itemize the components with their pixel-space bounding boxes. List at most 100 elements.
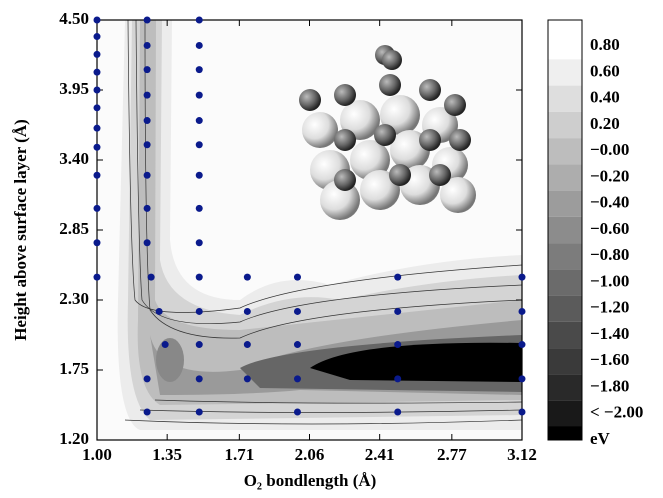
colorbar-label: −1.40 (590, 324, 629, 343)
sample-point (195, 171, 203, 179)
sample-point (93, 16, 101, 24)
colorbar-band (548, 111, 582, 139)
y-tick-label: 2.30 (59, 289, 89, 308)
sample-point (143, 41, 151, 49)
colorbar-band (548, 321, 582, 349)
sample-point (518, 307, 526, 315)
x-tick-label: 1.35 (152, 445, 182, 464)
sample-point (518, 408, 526, 416)
sample-point (195, 239, 203, 247)
colorbar-top (548, 20, 582, 34)
colorbar-band (548, 295, 582, 322)
sample-point (93, 273, 101, 281)
colorbar-label: −0.60 (590, 219, 629, 238)
sample-point (394, 307, 402, 315)
colorbar-label: −1.80 (590, 376, 629, 395)
sample-point (195, 375, 203, 383)
colorbar-title: eV (590, 429, 611, 448)
colorbar-band (548, 374, 582, 401)
sample-point (143, 408, 151, 416)
colorbar-label: −1.60 (590, 350, 629, 369)
y-axis-title: Height above surface layer (Å) (11, 119, 30, 341)
x-axis-title: O₂ bondlength (Å) (244, 471, 377, 490)
colorbar-label: < −2.00 (590, 403, 643, 422)
sample-point (143, 91, 151, 99)
sample-point (143, 171, 151, 179)
colorbar-band (548, 190, 582, 217)
colorbar-label: −0.40 (590, 193, 629, 212)
colorbar-label: 0.40 (590, 88, 620, 107)
colorbar-label: 0.20 (590, 114, 620, 133)
sample-point (243, 341, 251, 349)
sample-point (155, 307, 163, 315)
x-tick-label: 1.71 (224, 445, 254, 464)
colorbar-band (548, 348, 582, 375)
sample-point (195, 141, 203, 149)
colorbar-band (548, 33, 582, 60)
sample-point (293, 341, 301, 349)
colorbar-frame (547, 19, 583, 441)
colorbar-label: −1.00 (590, 271, 629, 290)
colorbar-band (548, 164, 582, 191)
sample-point (143, 117, 151, 125)
colorbar-band (548, 59, 582, 86)
molecule-illustration (299, 45, 476, 220)
colorbar-band (548, 243, 582, 270)
sample-point (93, 33, 101, 41)
sample-point (93, 50, 101, 58)
sample-point (147, 273, 155, 281)
sample-point (161, 341, 169, 349)
sample-point (195, 341, 203, 349)
sample-point (394, 341, 402, 349)
sample-point (293, 307, 301, 315)
sample-point (143, 16, 151, 24)
sample-point (394, 375, 402, 383)
x-tick-label: 2.77 (437, 445, 467, 464)
sample-point (195, 408, 203, 416)
sample-point (143, 141, 151, 149)
colorbar-label: −0.80 (590, 245, 629, 264)
sample-point (293, 375, 301, 383)
sample-point (195, 117, 203, 125)
sample-point (93, 239, 101, 247)
sample-point (293, 408, 301, 416)
sample-point (195, 273, 203, 281)
sample-point (143, 66, 151, 74)
sample-point (243, 273, 251, 281)
y-tick-label: 4.50 (59, 9, 89, 28)
x-tick-label: 3.12 (507, 445, 537, 464)
sample-point (195, 204, 203, 212)
sample-point (195, 91, 203, 99)
x-tick-label: 2.06 (295, 445, 325, 464)
x-tick-label: 1.00 (82, 445, 112, 464)
sample-point (93, 86, 101, 94)
x-tick-label: 2.41 (365, 445, 395, 464)
y-tick-label: 2.85 (59, 219, 89, 238)
sample-point (93, 143, 101, 151)
sample-point (143, 204, 151, 212)
contour-shading (97, 20, 522, 440)
colorbar-band (548, 216, 582, 244)
colorbar-label: 0.60 (590, 61, 620, 80)
y-tick-label: 3.95 (59, 79, 89, 98)
sample-point (143, 239, 151, 247)
sample-point (394, 408, 402, 416)
colorbar-label: −0.20 (590, 166, 629, 185)
sample-point (243, 375, 251, 383)
colorbar-label: −0.00 (590, 140, 629, 159)
sample-point (93, 104, 101, 112)
sample-point (394, 273, 402, 281)
colorbar-bottom (548, 426, 582, 440)
sample-point (93, 68, 101, 76)
sample-point (243, 307, 251, 315)
sample-point (195, 307, 203, 315)
sample-point (518, 375, 526, 383)
sample-point (518, 341, 526, 349)
sample-point (195, 66, 203, 74)
colorbar-label: 0.80 (590, 35, 620, 54)
sample-point (195, 16, 203, 24)
colorbar-band (548, 269, 582, 296)
sample-point (195, 41, 203, 49)
y-tick-label: 1.20 (59, 429, 89, 448)
